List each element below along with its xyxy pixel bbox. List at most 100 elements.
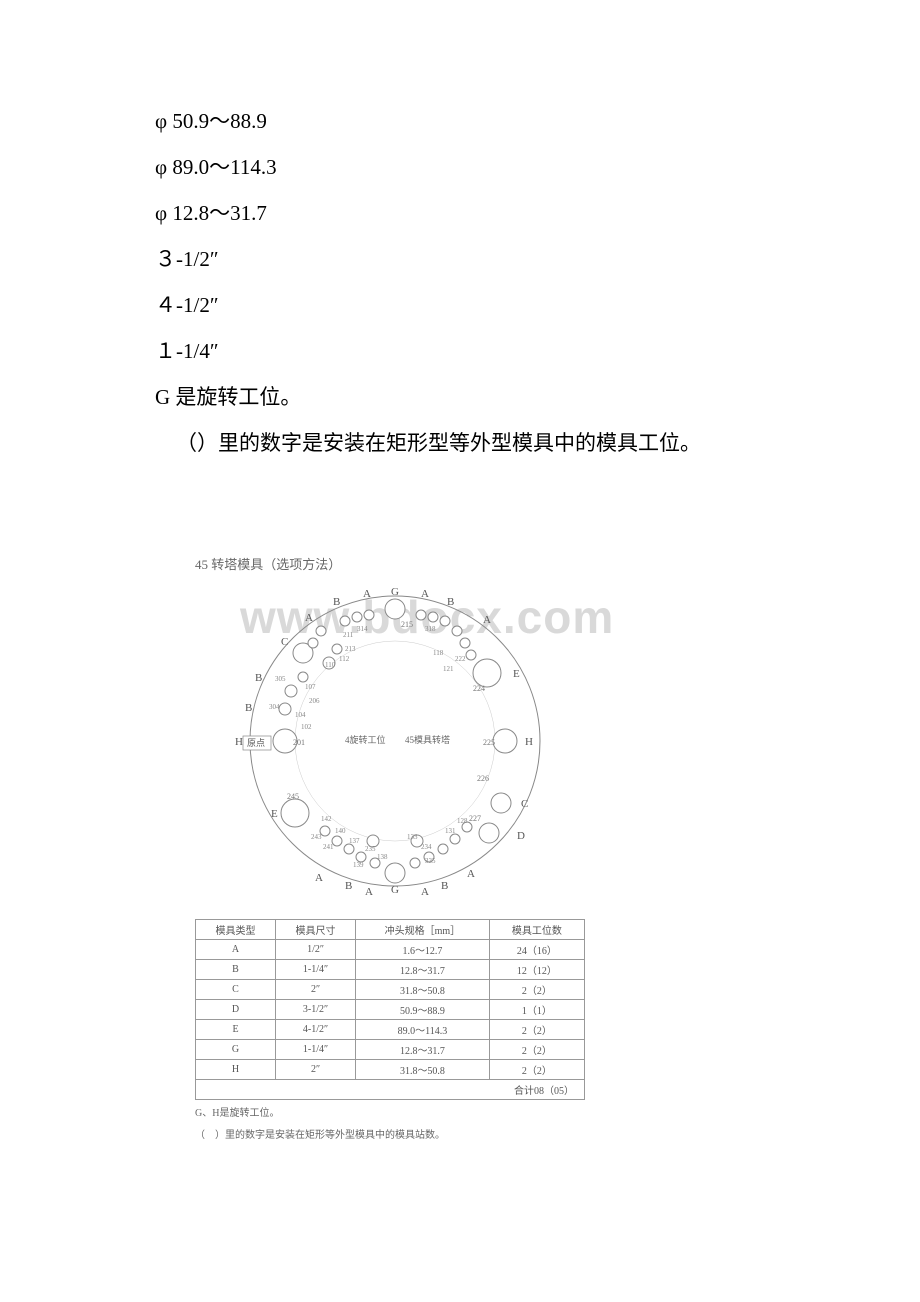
- figure-section: 45 转塔模具（选项方法） 4旋转工位 45模具转塔 原点 H 201 H 22…: [195, 554, 765, 1144]
- spec-line-1: φ 50.9～88.9: [155, 100, 765, 142]
- table-cell: 12.8～31.7: [356, 1040, 490, 1060]
- svg-text:C: C: [521, 798, 528, 810]
- svg-text:211: 211: [343, 631, 354, 639]
- tool-table: 模具类型 模具尺寸 冲头规格［mm］ 模具工位数 A1/2″1.6～12.724…: [195, 919, 585, 1100]
- table-cell: 50.9～88.9: [356, 1000, 490, 1020]
- svg-text:G: G: [391, 884, 399, 896]
- svg-text:H: H: [525, 736, 533, 748]
- table-cell: 2″: [276, 980, 356, 1000]
- svg-text:133: 133: [407, 833, 418, 841]
- svg-text:213: 213: [345, 645, 356, 653]
- turret-diagram: 4旋转工位 45模具转塔 原点 H 201 H 225 E 224 E 245 …: [225, 581, 565, 901]
- table-cell: 3-1/2″: [276, 1000, 356, 1020]
- svg-text:B: B: [447, 596, 454, 608]
- svg-text:C: C: [281, 636, 288, 648]
- table-cell: G: [196, 1040, 276, 1060]
- turret-svg: 4旋转工位 45模具转塔 原点 H 201 H 225 E 224 E 245 …: [225, 581, 565, 901]
- table-row: A1/2″1.6～12.724（16）: [196, 940, 585, 960]
- svg-text:335: 335: [425, 857, 436, 865]
- svg-text:138: 138: [377, 853, 388, 861]
- svg-text:G: G: [391, 586, 399, 598]
- th-spec: 冲头规格［mm］: [356, 920, 490, 940]
- table-row: E4-1/2″89.0～114.32（2）: [196, 1020, 585, 1040]
- svg-text:E: E: [513, 668, 520, 680]
- svg-text:206: 206: [309, 697, 320, 705]
- svg-text:131: 131: [445, 827, 456, 835]
- svg-text:H: H: [235, 736, 243, 748]
- table-row: H2″31.8～50.82（2）: [196, 1060, 585, 1080]
- table-cell: 1（1）: [489, 1000, 584, 1020]
- table-total-row: 合计08（05）: [196, 1080, 585, 1100]
- note-paren: （）里的数字是安装在矩形型等外型模具中的模具工位。: [155, 422, 765, 464]
- svg-text:A: A: [421, 588, 429, 600]
- svg-text:45模具转塔: 45模具转塔: [405, 734, 450, 745]
- table-cell: 31.8～50.8: [356, 980, 490, 1000]
- table-cell: 1.6～12.7: [356, 940, 490, 960]
- svg-text:137: 137: [349, 837, 360, 845]
- svg-text:原点: 原点: [247, 738, 265, 748]
- table-cell: 12（12）: [489, 960, 584, 980]
- svg-text:226: 226: [477, 774, 489, 783]
- note-g: G 是旋转工位。: [155, 376, 765, 418]
- svg-text:B: B: [255, 672, 262, 684]
- figure-title: 45 转塔模具（选项方法）: [195, 554, 765, 573]
- table-cell: 1-1/4″: [276, 1040, 356, 1060]
- th-type: 模具类型: [196, 920, 276, 940]
- svg-text:245: 245: [287, 792, 299, 801]
- svg-text:A: A: [421, 886, 429, 898]
- table-cell: 2（2）: [489, 1020, 584, 1040]
- svg-text:235: 235: [365, 845, 376, 853]
- svg-text:139: 139: [353, 861, 364, 869]
- table-cell: 2″: [276, 1060, 356, 1080]
- svg-text:142: 142: [321, 815, 332, 823]
- table-cell: 4-1/2″: [276, 1020, 356, 1040]
- table-cell: C: [196, 980, 276, 1000]
- table-cell: 1/2″: [276, 940, 356, 960]
- svg-text:224: 224: [473, 684, 485, 693]
- svg-text:305: 305: [275, 675, 286, 683]
- table-cell: A: [196, 940, 276, 960]
- table-cell: D: [196, 1000, 276, 1020]
- table-cell: 31.8～50.8: [356, 1060, 490, 1080]
- total-cell: 合计08（05）: [196, 1080, 585, 1100]
- svg-text:B: B: [345, 880, 352, 892]
- svg-text:4旋转工位: 4旋转工位: [345, 734, 386, 745]
- svg-text:222: 222: [455, 655, 466, 663]
- spec-line-3: φ 12.8～31.7: [155, 192, 765, 234]
- svg-text:A: A: [363, 588, 371, 600]
- svg-text:128: 128: [457, 817, 468, 825]
- svg-text:121: 121: [443, 665, 454, 673]
- svg-text:A: A: [365, 886, 373, 898]
- svg-text:D: D: [517, 830, 525, 842]
- table-row: D3-1/2″50.9～88.91（1）: [196, 1000, 585, 1020]
- th-size: 模具尺寸: [276, 920, 356, 940]
- svg-text:A: A: [467, 868, 475, 880]
- svg-text:314: 314: [357, 625, 368, 633]
- table-cell: 1-1/4″: [276, 960, 356, 980]
- svg-text:241: 241: [323, 843, 334, 851]
- table-cell: 89.0～114.3: [356, 1020, 490, 1040]
- table-cell: 2（2）: [489, 980, 584, 1000]
- svg-text:B: B: [441, 880, 448, 892]
- spec-line-6: １-1/4″: [155, 330, 765, 372]
- svg-text:A: A: [305, 612, 313, 624]
- svg-text:225: 225: [483, 738, 495, 747]
- spec-line-5: ４-1/2″: [155, 284, 765, 326]
- spec-line-2: φ 89.0～114.3: [155, 146, 765, 188]
- svg-text:234: 234: [421, 843, 432, 851]
- svg-text:118: 118: [433, 649, 444, 657]
- svg-text:304: 304: [269, 703, 280, 711]
- svg-text:201: 201: [293, 738, 305, 747]
- table-cell: B: [196, 960, 276, 980]
- svg-text:102: 102: [301, 723, 312, 731]
- svg-text:A: A: [315, 872, 323, 884]
- table-cell: 2（2）: [489, 1060, 584, 1080]
- table-cell: 12.8～31.7: [356, 960, 490, 980]
- svg-text:112: 112: [339, 655, 350, 663]
- svg-text:140: 140: [335, 827, 346, 835]
- spec-line-4: ３-1/2″: [155, 238, 765, 280]
- svg-text:110: 110: [325, 661, 336, 669]
- svg-text:215: 215: [401, 620, 413, 629]
- svg-text:A: A: [483, 614, 491, 626]
- svg-text:243: 243: [311, 833, 322, 841]
